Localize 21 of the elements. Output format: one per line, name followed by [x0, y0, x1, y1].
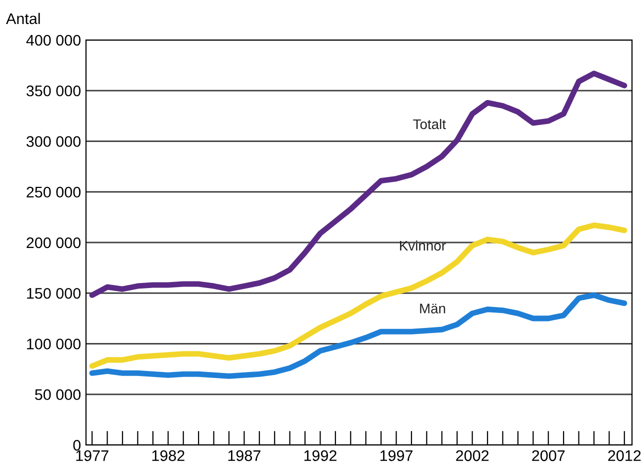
- x-tick-label: 1992: [304, 450, 336, 462]
- y-tick-label: 0: [73, 440, 81, 451]
- y-tick-label: 200 000: [26, 237, 81, 248]
- series-label: Totalt: [413, 118, 446, 130]
- y-axis-title: Antal: [6, 12, 40, 24]
- x-tick-label: 1982: [152, 450, 184, 462]
- y-tick-label: 100 000: [27, 338, 81, 350]
- x-tick-label: 1987: [228, 450, 260, 462]
- y-tick-label: 350 000: [26, 85, 81, 96]
- y-tick-label: 400 000: [26, 34, 81, 46]
- y-tick-label: 50 000: [35, 389, 81, 400]
- y-tick-label: 250 000: [26, 186, 81, 198]
- y-tick-label: 150 000: [27, 288, 81, 299]
- x-tick-label: 2002: [456, 450, 489, 462]
- x-tick-label: 2007: [532, 450, 565, 462]
- x-tick-label: 1997: [380, 450, 412, 462]
- x-tick-label: 2012: [608, 450, 641, 462]
- series-label: Män: [420, 304, 446, 314]
- x-tick-label: 1977: [76, 450, 108, 462]
- series-label: Kvinnor: [400, 240, 446, 251]
- y-tick-label: 300 000: [26, 136, 81, 147]
